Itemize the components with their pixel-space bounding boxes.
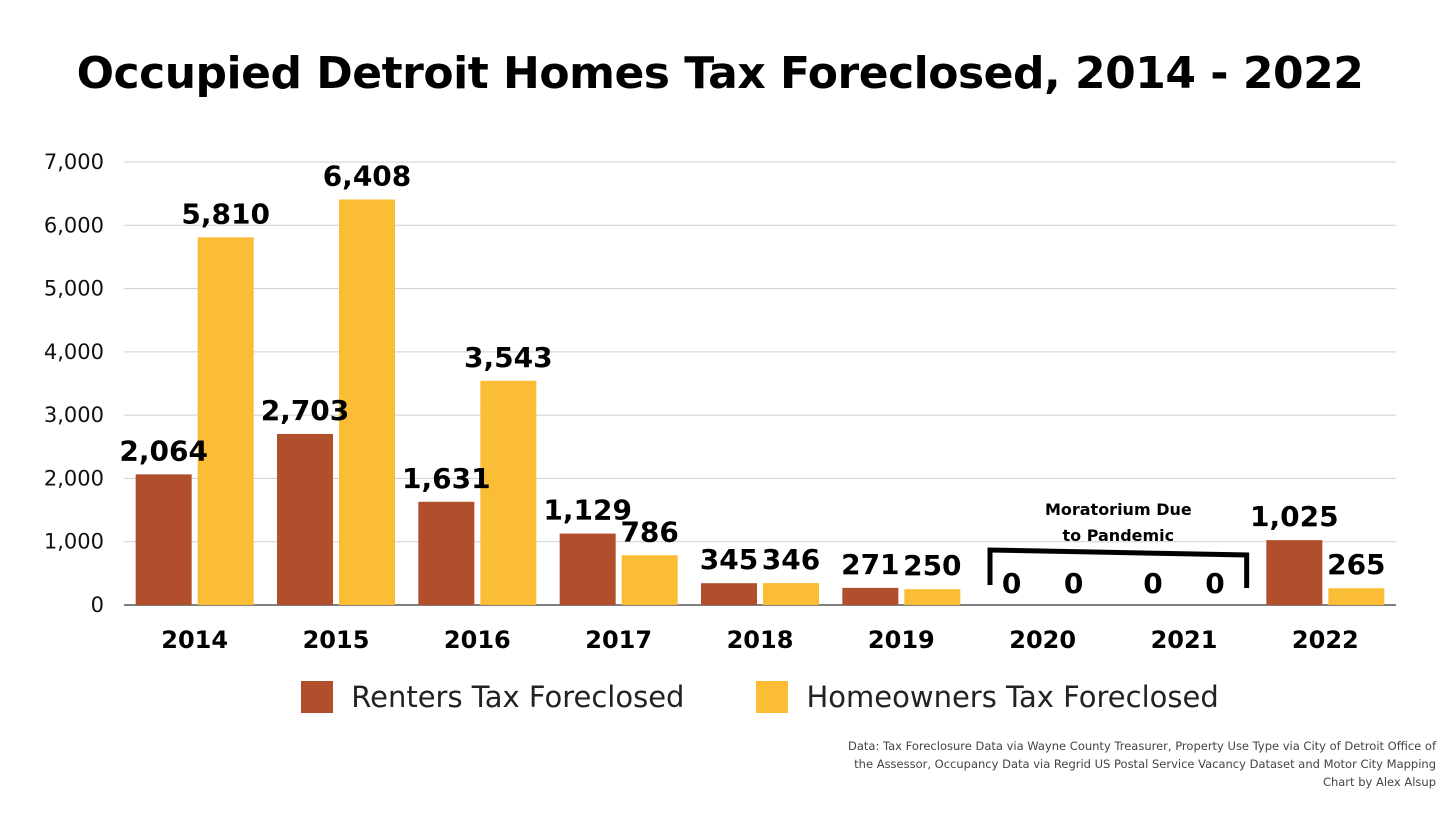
source-line: Data: Tax Foreclosure Data via Wayne Cou… [848, 739, 1436, 753]
y-tick-label: 0 [91, 593, 104, 617]
data-label: 1,025 [1250, 500, 1339, 533]
data-label: 6,408 [323, 159, 412, 192]
data-label: 346 [762, 543, 820, 576]
data-label: 345 [700, 543, 758, 576]
bar-renters-2019 [842, 587, 899, 605]
x-tick-label: 2018 [727, 626, 794, 654]
moratorium-note: to Pandemic [1063, 526, 1175, 545]
y-axis: 0 1,000 2,000 3,000 4,000 5,000 6,000 7,000 [44, 150, 104, 617]
legend-swatch-homeowners [756, 681, 789, 713]
bar-renters-2017 [559, 533, 616, 605]
legend: Renters Tax Foreclosed Homeowners Tax Fo… [0, 680, 1456, 714]
x-tick-label: 2019 [868, 626, 935, 654]
data-label: 265 [1327, 548, 1385, 581]
legend-swatch-renters [301, 681, 334, 713]
bar-renters-2022 [1266, 540, 1323, 605]
bar-chart: 0 1,000 2,000 3,000 4,000 5,000 6,000 7,000 2,0… [44, 150, 1396, 654]
x-axis: 2014 2015 2016 2017 2018 2019 2020 2021 2022 [161, 626, 1358, 654]
y-tick-label: 7,000 [44, 150, 104, 174]
data-label: 5,810 [181, 197, 270, 230]
data-label: 0 [1002, 567, 1021, 600]
y-tick-label: 2,000 [44, 466, 104, 490]
x-tick-label: 2022 [1292, 626, 1359, 654]
bar-homeowners-2014 [197, 237, 254, 605]
bar-renters-2015 [277, 433, 333, 605]
source-line: the Assessor, Occupancy Data via Regrid … [854, 757, 1436, 771]
y-tick-label: 6,000 [44, 213, 104, 237]
credit-line: Chart by Alex Alsup [1322, 775, 1436, 789]
data-label: 3,543 [464, 341, 553, 374]
data-label: 271 [841, 548, 899, 581]
data-label: 0 [1205, 567, 1224, 600]
x-tick-label: 2021 [1151, 626, 1218, 654]
data-label: 0 [1143, 567, 1162, 600]
bars [135, 199, 1385, 605]
moratorium-note: Moratorium Due [1045, 500, 1192, 519]
x-tick-label: 2015 [303, 626, 370, 654]
y-tick-label: 4,000 [44, 340, 104, 364]
data-label: 1,129 [543, 494, 632, 527]
x-tick-label: 2020 [1009, 626, 1076, 654]
x-tick-label: 2016 [444, 626, 511, 654]
bar-homeowners-2019 [904, 589, 961, 605]
chart-title: Occupied Detroit Homes Tax Foreclosed, 2… [76, 48, 1364, 99]
data-label: 786 [620, 515, 678, 548]
y-tick-label: 5,000 [44, 277, 104, 301]
moratorium-annotation: Moratorium Due to Pandemic [987, 500, 1250, 588]
x-tick-label: 2017 [585, 626, 652, 654]
legend-item-renters: Renters Tax Foreclosed [301, 680, 684, 714]
bar-homeowners-2018 [763, 583, 819, 605]
legend-label-renters: Renters Tax Foreclosed [351, 680, 685, 714]
gridlines [124, 161, 1396, 606]
source-note: Data: Tax Foreclosure Data via Wayne Cou… [836, 737, 1436, 791]
bar-renters-2016 [418, 501, 475, 605]
bar-homeowners-2022 [1328, 588, 1385, 605]
bar-homeowners-2017 [621, 555, 678, 605]
bar-homeowners-2016 [480, 380, 537, 605]
legend-item-homeowners: Homeowners Tax Foreclosed [756, 680, 1219, 714]
data-label: 250 [903, 549, 961, 582]
bar-renters-2014 [135, 474, 192, 605]
bar-renters-2018 [701, 583, 757, 605]
data-label: 2,703 [261, 394, 350, 427]
y-tick-label: 1,000 [44, 530, 104, 554]
x-tick-label: 2014 [161, 626, 228, 654]
legend-label-homeowners: Homeowners Tax Foreclosed [806, 680, 1219, 714]
y-tick-label: 3,000 [44, 403, 104, 427]
moratorium-bracket [987, 547, 1250, 588]
data-label: 0 [1064, 567, 1083, 600]
data-label: 2,064 [119, 434, 208, 467]
data-label: 1,631 [402, 462, 491, 495]
bar-homeowners-2015 [339, 199, 395, 605]
